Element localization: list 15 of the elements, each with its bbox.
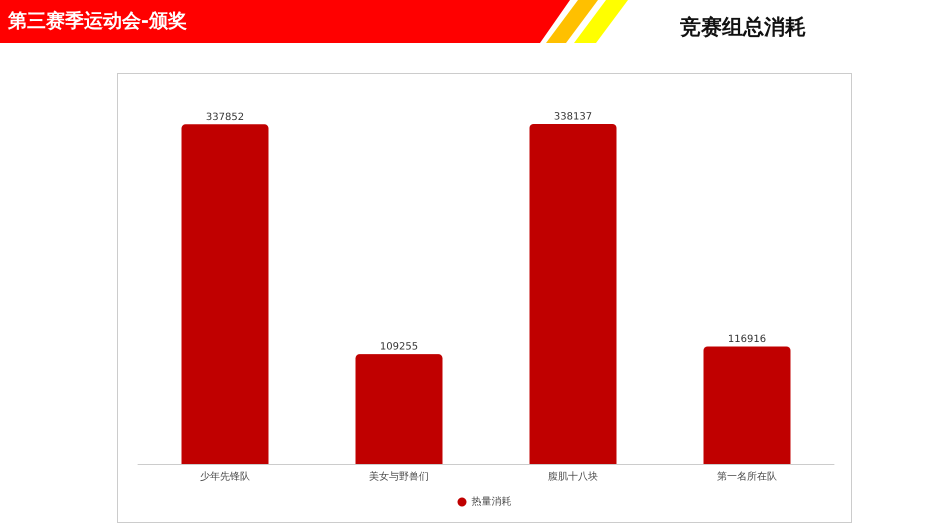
bar <box>704 346 790 464</box>
data-label: 337852 <box>206 112 244 123</box>
x-tick-label: 美女与野兽们 <box>369 470 429 482</box>
x-tick-label: 腹肌十八块 <box>548 470 598 482</box>
x-tick-label: 第一名所在队 <box>717 470 777 482</box>
bar <box>356 354 442 464</box>
x-tick-label: 少年先锋队 <box>200 470 250 482</box>
legend-label: 热量消耗 <box>472 496 512 508</box>
chart-subtitle: 第三赛季运动会-颁奖 <box>8 9 187 34</box>
chart-title: 竞赛组总消耗 <box>680 14 806 41</box>
bar <box>530 124 616 464</box>
data-label: 116916 <box>728 334 766 345</box>
bar <box>182 124 268 464</box>
data-label: 109255 <box>380 342 418 353</box>
data-label: 338137 <box>554 112 592 122</box>
